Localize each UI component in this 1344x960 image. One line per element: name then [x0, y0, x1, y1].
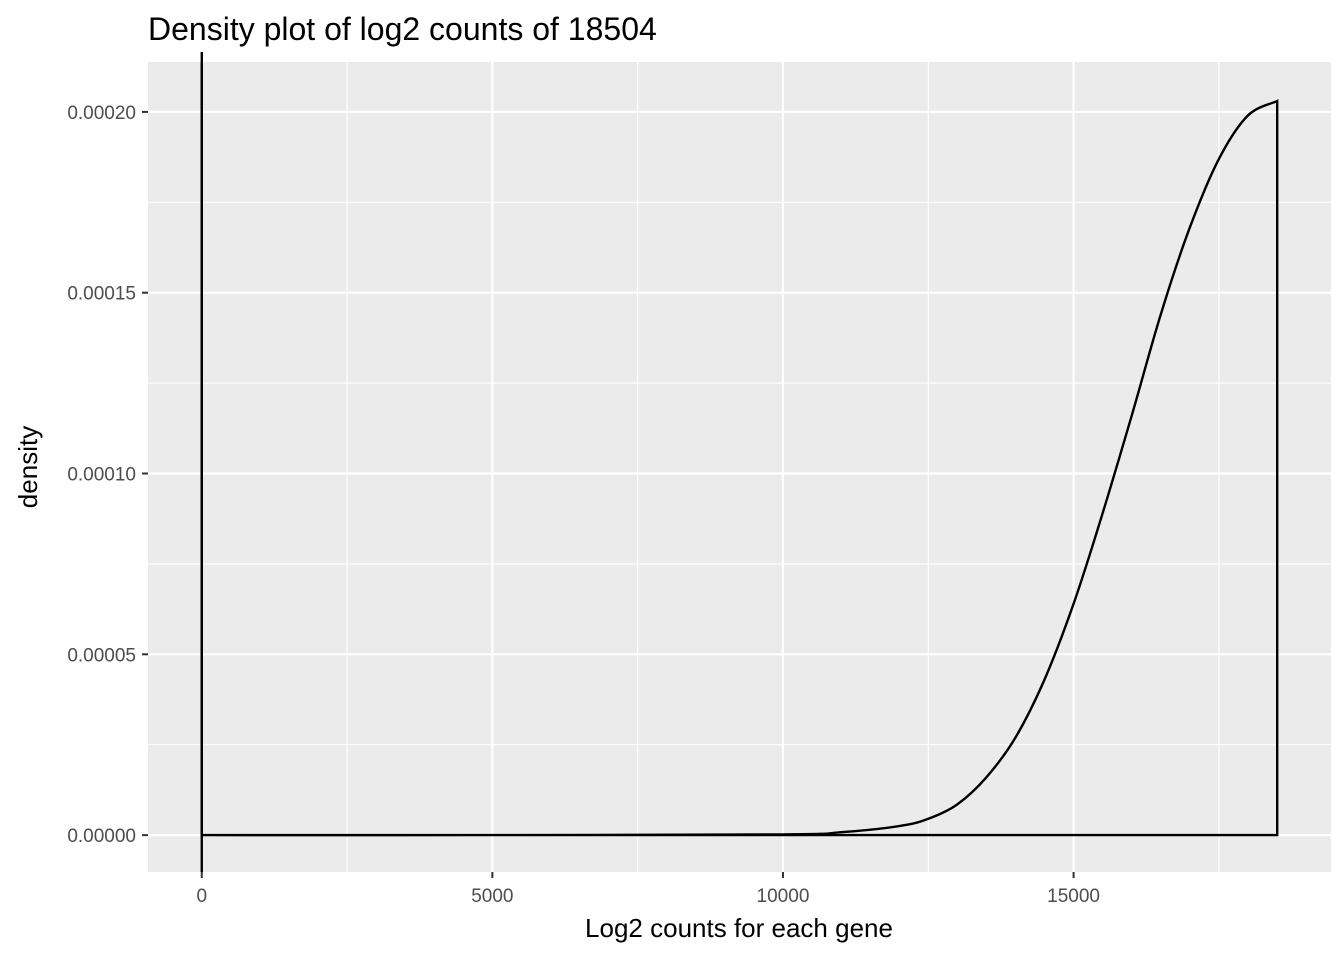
plot-panel [148, 62, 1331, 872]
density-curve [200, 52, 1279, 837]
y-axis-title: density [13, 426, 43, 508]
y-tick-label: 0.00005 [67, 645, 136, 666]
y-axis: 0.00000 0.00005 0.00010 0.00015 0.00020 [67, 103, 148, 847]
x-tick-label: 0 [196, 886, 207, 907]
minor-grid [148, 62, 1331, 872]
y-tick-label: 0.00010 [67, 465, 136, 486]
x-tick-label: 10000 [757, 886, 810, 907]
series-layer [200, 52, 1279, 872]
y-tick-label: 0.00000 [67, 826, 136, 847]
x-axis: 0 5000 10000 15000 [196, 872, 1100, 907]
x-axis-title: Log2 counts for each gene [585, 913, 893, 943]
chart-title: Density plot of log2 counts of 18504 [148, 11, 657, 47]
x-tick-label: 15000 [1047, 886, 1100, 907]
x-tick-label: 5000 [471, 886, 513, 907]
y-tick-label: 0.00020 [67, 103, 136, 124]
y-tick-label: 0.00015 [67, 284, 136, 305]
